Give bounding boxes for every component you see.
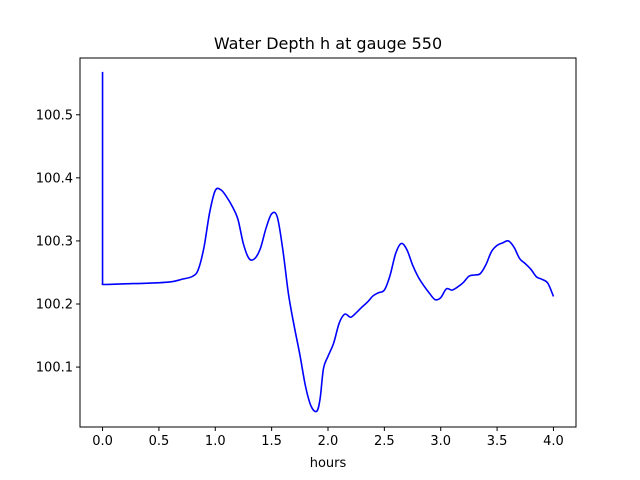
series-line (101, 71, 555, 413)
x-tick-label: 3.5 (487, 434, 508, 449)
x-tick-label: 0.5 (149, 434, 170, 449)
x-tick-label: 2.0 (318, 434, 339, 449)
x-tick-label: 1.0 (205, 434, 226, 449)
y-tick-label: 100.1 (36, 361, 73, 376)
x-tick-label: 0.0 (92, 434, 113, 449)
x-tick-label: 2.5 (374, 434, 395, 449)
x-axis-label: hours (310, 456, 347, 471)
y-tick-label: 100.4 (36, 171, 73, 186)
y-tick-label: 100.2 (36, 298, 73, 313)
x-tick-label: 1.5 (261, 434, 282, 449)
y-tick-label: 100.3 (36, 234, 73, 249)
x-axis: 0.0 0.5 1.0 1.5 2.0 2.5 3.0 3.5 4.0 (92, 427, 564, 449)
y-tick-label: 100.5 (36, 108, 73, 123)
y-axis: 100.1 100.2 100.3 100.4 100.5 (36, 108, 80, 376)
chart-title: Water Depth h at gauge 550 (214, 34, 442, 53)
x-tick-label: 4.0 (543, 434, 564, 449)
series-group (101, 71, 555, 413)
x-tick-label: 3.0 (430, 434, 451, 449)
